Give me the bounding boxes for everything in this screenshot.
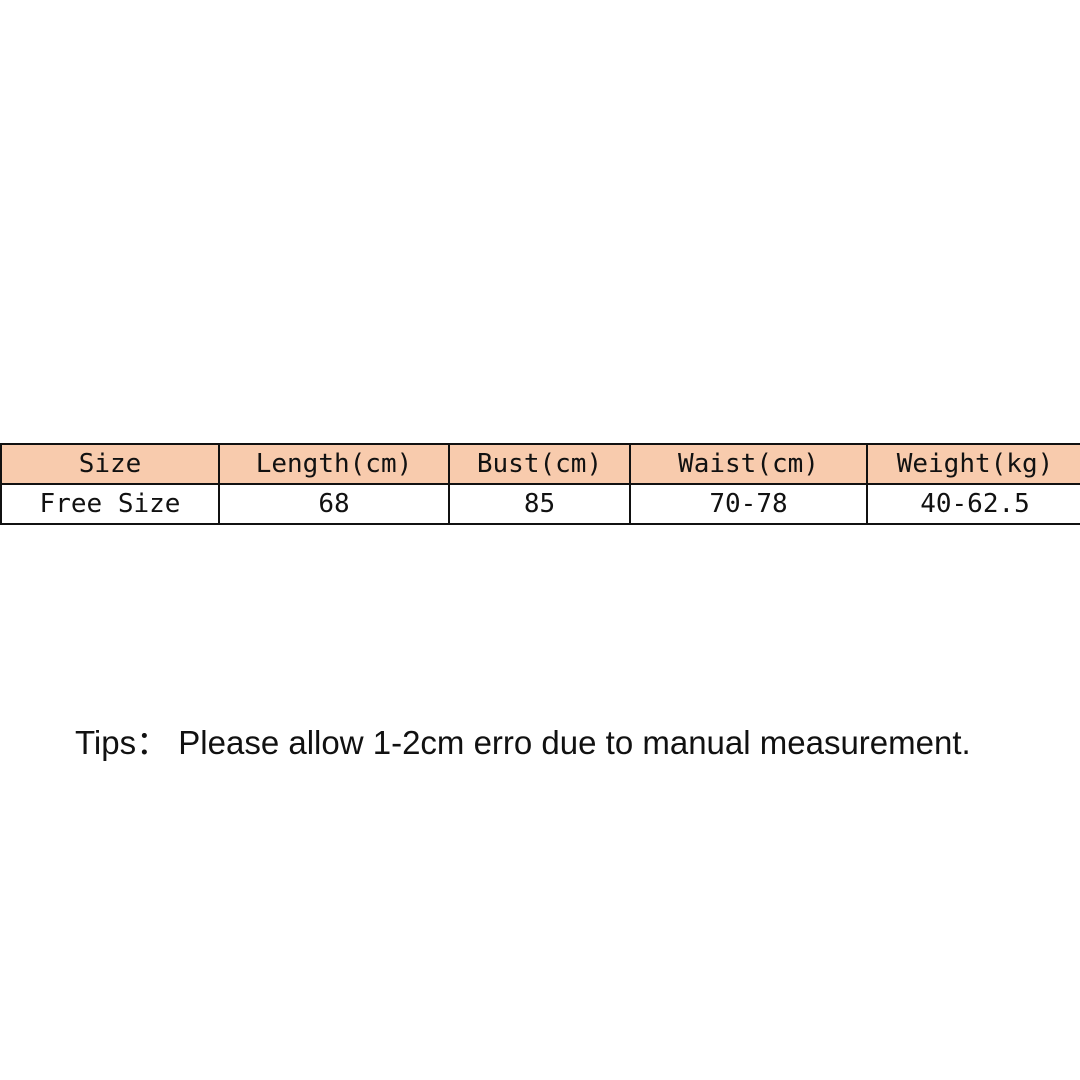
table-header-row: Size Length(cm) Bust(cm) Waist(cm) Weigh… [0, 443, 1080, 485]
header-cell: Bust(cm) [448, 443, 631, 485]
header-cell: Length(cm) [218, 443, 450, 485]
cell: 68 [218, 483, 450, 525]
header-cell: Size [0, 443, 220, 485]
cell: Free Size [0, 483, 220, 525]
header-cell: Waist(cm) [629, 443, 868, 485]
cell: 70-78 [629, 483, 868, 525]
header-cell: Weight(kg) [866, 443, 1080, 485]
table-row: Free Size 68 85 70-78 40-62.5 [0, 483, 1080, 525]
size-chart-table: Size Length(cm) Bust(cm) Waist(cm) Weigh… [0, 443, 1080, 525]
cell: 40-62.5 [866, 483, 1080, 525]
cell: 85 [448, 483, 631, 525]
tips-text: Tips： Please allow 1-2cm erro due to man… [75, 724, 971, 761]
